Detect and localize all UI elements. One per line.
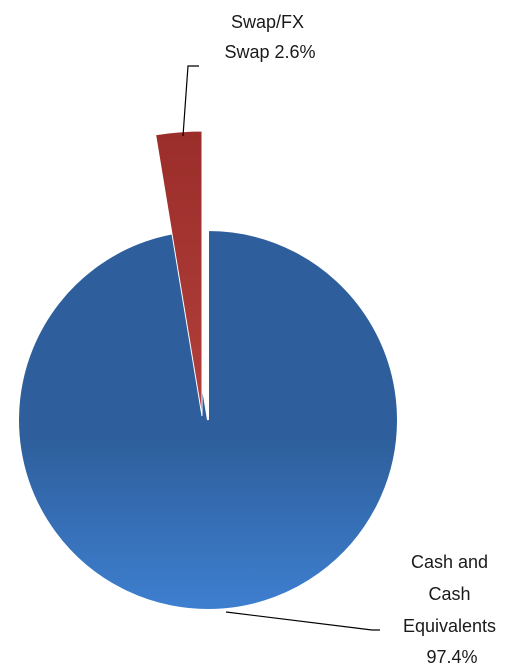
data-label-swap-fx-swap: Swap/FX Swap 2.6% xyxy=(224,12,315,62)
leader-line-cash-and-cash-equivalents xyxy=(225,611,380,631)
data-label-swap-line-1: Swap/FX xyxy=(231,12,304,32)
data-label-cash-and-cash-equivalents: Cash and Cash Equivalents 97.4% xyxy=(403,552,501,667)
data-label-cash-line-1: Cash and xyxy=(411,552,488,572)
data-label-cash-line-3: Equivalents xyxy=(403,616,496,636)
pie-slice-swap-fx-swap[interactable] xyxy=(155,130,203,417)
data-label-swap-line-2: Swap 2.6% xyxy=(224,42,315,62)
leader-line-swap-fx-swap xyxy=(182,65,199,137)
data-label-cash-line-4: 97.4% xyxy=(426,647,477,667)
pie-slice-cash-and-cash-equivalents[interactable] xyxy=(17,228,399,611)
data-label-cash-line-2: Cash xyxy=(428,584,470,604)
